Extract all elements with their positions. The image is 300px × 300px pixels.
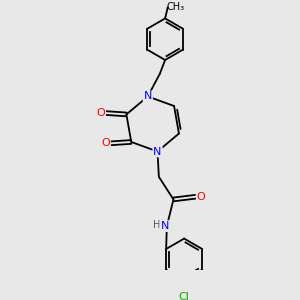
Text: O: O	[101, 138, 110, 148]
Text: O: O	[197, 192, 206, 202]
Text: N: N	[160, 221, 169, 231]
Text: N: N	[153, 146, 162, 157]
Text: N: N	[144, 92, 152, 101]
Text: Cl: Cl	[179, 292, 190, 300]
Text: O: O	[96, 108, 105, 118]
Text: H: H	[153, 220, 160, 230]
Text: CH₃: CH₃	[167, 2, 185, 12]
